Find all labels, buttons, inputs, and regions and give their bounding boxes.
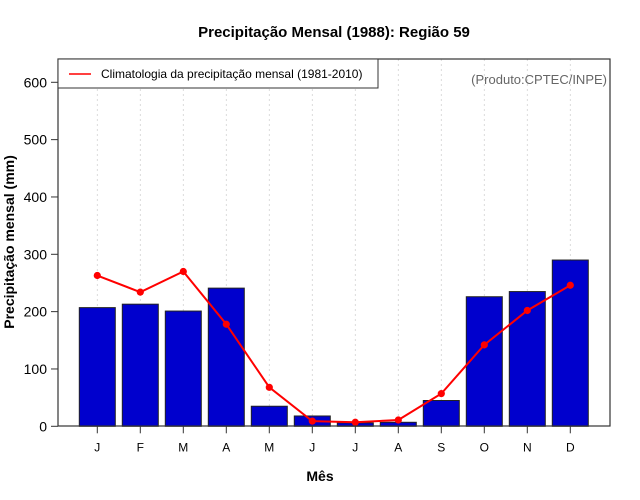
bar-8 (422, 400, 460, 427)
climatology-point-7 (394, 416, 402, 424)
climatology-point-9 (480, 341, 488, 349)
y-tick-label: 500 (24, 132, 48, 148)
legend-entry-climatology: Climatologia da precipitação mensal (198… (101, 67, 362, 81)
climatology-point-3 (222, 320, 230, 328)
x-tick-label: M (264, 440, 274, 454)
y-axis-label: Precipitação mensal (mm) (1, 155, 17, 329)
y-axis: 0 100 200 300 400 500 600 (24, 74, 58, 434)
y-tick-label: 200 (24, 304, 48, 320)
x-axis-label: Mês (306, 468, 333, 484)
bars (78, 259, 589, 427)
y-tick-label: 300 (24, 246, 48, 262)
x-tick-label: N (523, 440, 532, 454)
x-tick-label: O (480, 440, 489, 454)
bar-9 (465, 296, 503, 427)
x-tick-label: A (222, 440, 230, 454)
climatology-point-1 (136, 288, 144, 296)
y-tick-label: 600 (24, 74, 48, 90)
x-tick-label: J (352, 440, 358, 454)
legend: Climatologia da precipitação mensal (198… (57, 58, 379, 89)
chart-title: Precipitação Mensal (1988): Região 59 (198, 24, 470, 41)
y-tick-label: 400 (24, 189, 48, 205)
x-tick-label: J (94, 440, 100, 454)
x-tick-label: J (309, 440, 315, 454)
y-tick-label: 100 (24, 361, 48, 377)
y-tick-label: 0 (39, 418, 47, 434)
climatology-point-10 (523, 306, 531, 315)
bar-4 (250, 405, 288, 427)
bar-2 (164, 310, 202, 427)
climatology-point-11 (566, 281, 574, 289)
climatology-polyline (96, 270, 571, 424)
climatology-point-8 (437, 390, 445, 398)
x-tick-label: M (178, 440, 188, 454)
climatology-point-4 (265, 383, 273, 391)
bar-1 (121, 303, 159, 427)
climatology-point-0 (93, 271, 101, 280)
climatology-point-6 (351, 418, 359, 426)
product-credit: (Produto:CPTEC/INPE) (471, 72, 607, 87)
x-tick-label: A (394, 440, 402, 454)
x-tick-label: S (437, 440, 445, 454)
climatology-line (93, 267, 574, 426)
bar-3 (207, 287, 245, 427)
legend-box (57, 58, 379, 89)
x-tick-label: D (566, 440, 575, 454)
x-tick-label: F (137, 440, 144, 454)
bar-0 (78, 307, 116, 427)
climatology-point-5 (308, 417, 316, 425)
climatology-point-2 (179, 267, 187, 276)
